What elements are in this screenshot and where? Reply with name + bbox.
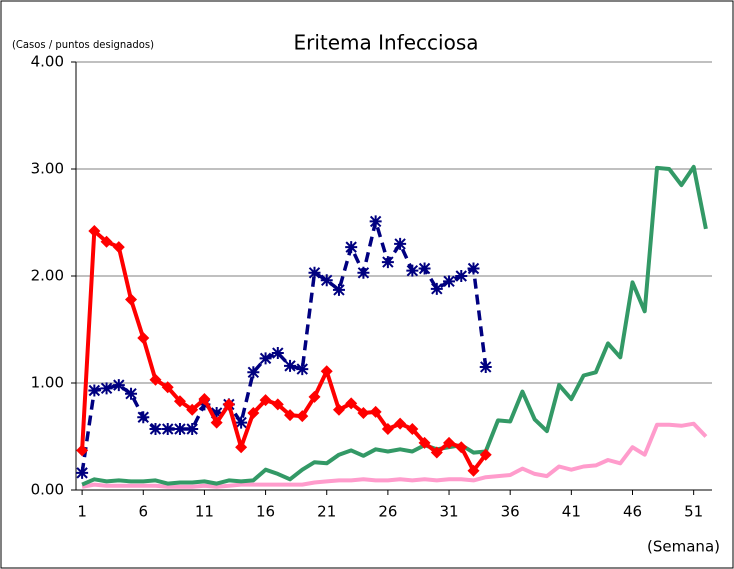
- y-axis-label: (Casos / puntos designados): [12, 38, 154, 51]
- marker: [173, 395, 186, 408]
- x-tick-label: 6: [138, 503, 148, 521]
- marker: [235, 441, 248, 454]
- x-tick-label: 16: [256, 503, 275, 521]
- marker: [406, 264, 419, 277]
- marker: [443, 436, 456, 449]
- marker: [357, 406, 370, 419]
- marker: [149, 373, 162, 386]
- marker: [271, 347, 284, 360]
- marker: [76, 444, 89, 457]
- marker: [455, 270, 468, 282]
- y-tick-label: 1.00: [31, 374, 64, 392]
- marker: [173, 423, 186, 436]
- marker: [210, 406, 223, 419]
- marker: [394, 417, 407, 430]
- y-tick-label: 3.00: [31, 160, 64, 178]
- marker: [137, 332, 150, 345]
- x-tick-label: 51: [684, 503, 703, 521]
- marker: [137, 411, 150, 424]
- marker: [88, 225, 101, 238]
- chart-title: Eritema Infecciosa: [293, 31, 478, 55]
- series-line: [80, 229, 488, 473]
- marker: [198, 393, 211, 406]
- marker: [296, 410, 309, 423]
- x-tick-label: 46: [623, 503, 642, 521]
- marker: [186, 403, 199, 416]
- marker: [320, 274, 333, 287]
- marker: [125, 293, 138, 306]
- marker: [284, 359, 297, 372]
- marker: [271, 398, 284, 411]
- marker: [406, 423, 419, 436]
- marker: [76, 466, 89, 479]
- x-tick-label: 11: [195, 503, 214, 521]
- series-line: [81, 421, 708, 489]
- series-line: [80, 219, 488, 474]
- x-axis-label: (Semana): [647, 538, 720, 556]
- marker: [479, 448, 492, 461]
- marker: [88, 384, 101, 397]
- marker: [357, 266, 370, 279]
- marker: [369, 215, 382, 228]
- y-tick-label: 4.00: [31, 53, 64, 71]
- marker: [479, 360, 492, 373]
- marker: [381, 256, 394, 269]
- marker: [100, 382, 113, 395]
- marker: [381, 423, 394, 436]
- marker: [369, 405, 382, 418]
- marker: [284, 409, 297, 422]
- marker: [467, 262, 480, 275]
- marker: [308, 266, 321, 279]
- x-tick-label: 1: [77, 503, 87, 521]
- marker: [112, 241, 125, 254]
- marker: [467, 464, 480, 477]
- x-tick-label: 36: [501, 503, 520, 521]
- y-tick-label: 0.00: [31, 481, 64, 499]
- marker: [394, 237, 407, 250]
- x-tick-label: 26: [378, 503, 397, 521]
- marker: [259, 352, 272, 365]
- series-line: [81, 164, 708, 487]
- marker: [443, 275, 456, 288]
- marker: [112, 379, 125, 392]
- marker: [259, 394, 272, 407]
- marker: [345, 397, 358, 410]
- marker: [430, 282, 443, 295]
- marker: [455, 441, 468, 454]
- marker: [125, 387, 138, 400]
- marker: [418, 262, 431, 275]
- marker: [222, 398, 235, 411]
- marker: [247, 366, 260, 379]
- marker: [296, 363, 309, 376]
- x-tick-label: 31: [439, 503, 458, 521]
- marker: [345, 241, 358, 254]
- x-tick-label: 21: [317, 503, 336, 521]
- marker: [430, 446, 443, 459]
- marker: [186, 423, 199, 436]
- y-tick-label: 2.00: [31, 267, 64, 285]
- marker: [100, 235, 113, 248]
- marker: [418, 436, 431, 449]
- marker: [308, 390, 321, 403]
- marker: [320, 365, 333, 378]
- marker: [161, 381, 174, 394]
- marker: [149, 423, 162, 436]
- marker: [332, 283, 345, 296]
- marker: [161, 423, 174, 436]
- marker: [235, 416, 248, 429]
- marker: [247, 406, 260, 419]
- marker: [332, 403, 345, 416]
- x-tick-label: 41: [562, 503, 581, 521]
- marker: [210, 416, 223, 429]
